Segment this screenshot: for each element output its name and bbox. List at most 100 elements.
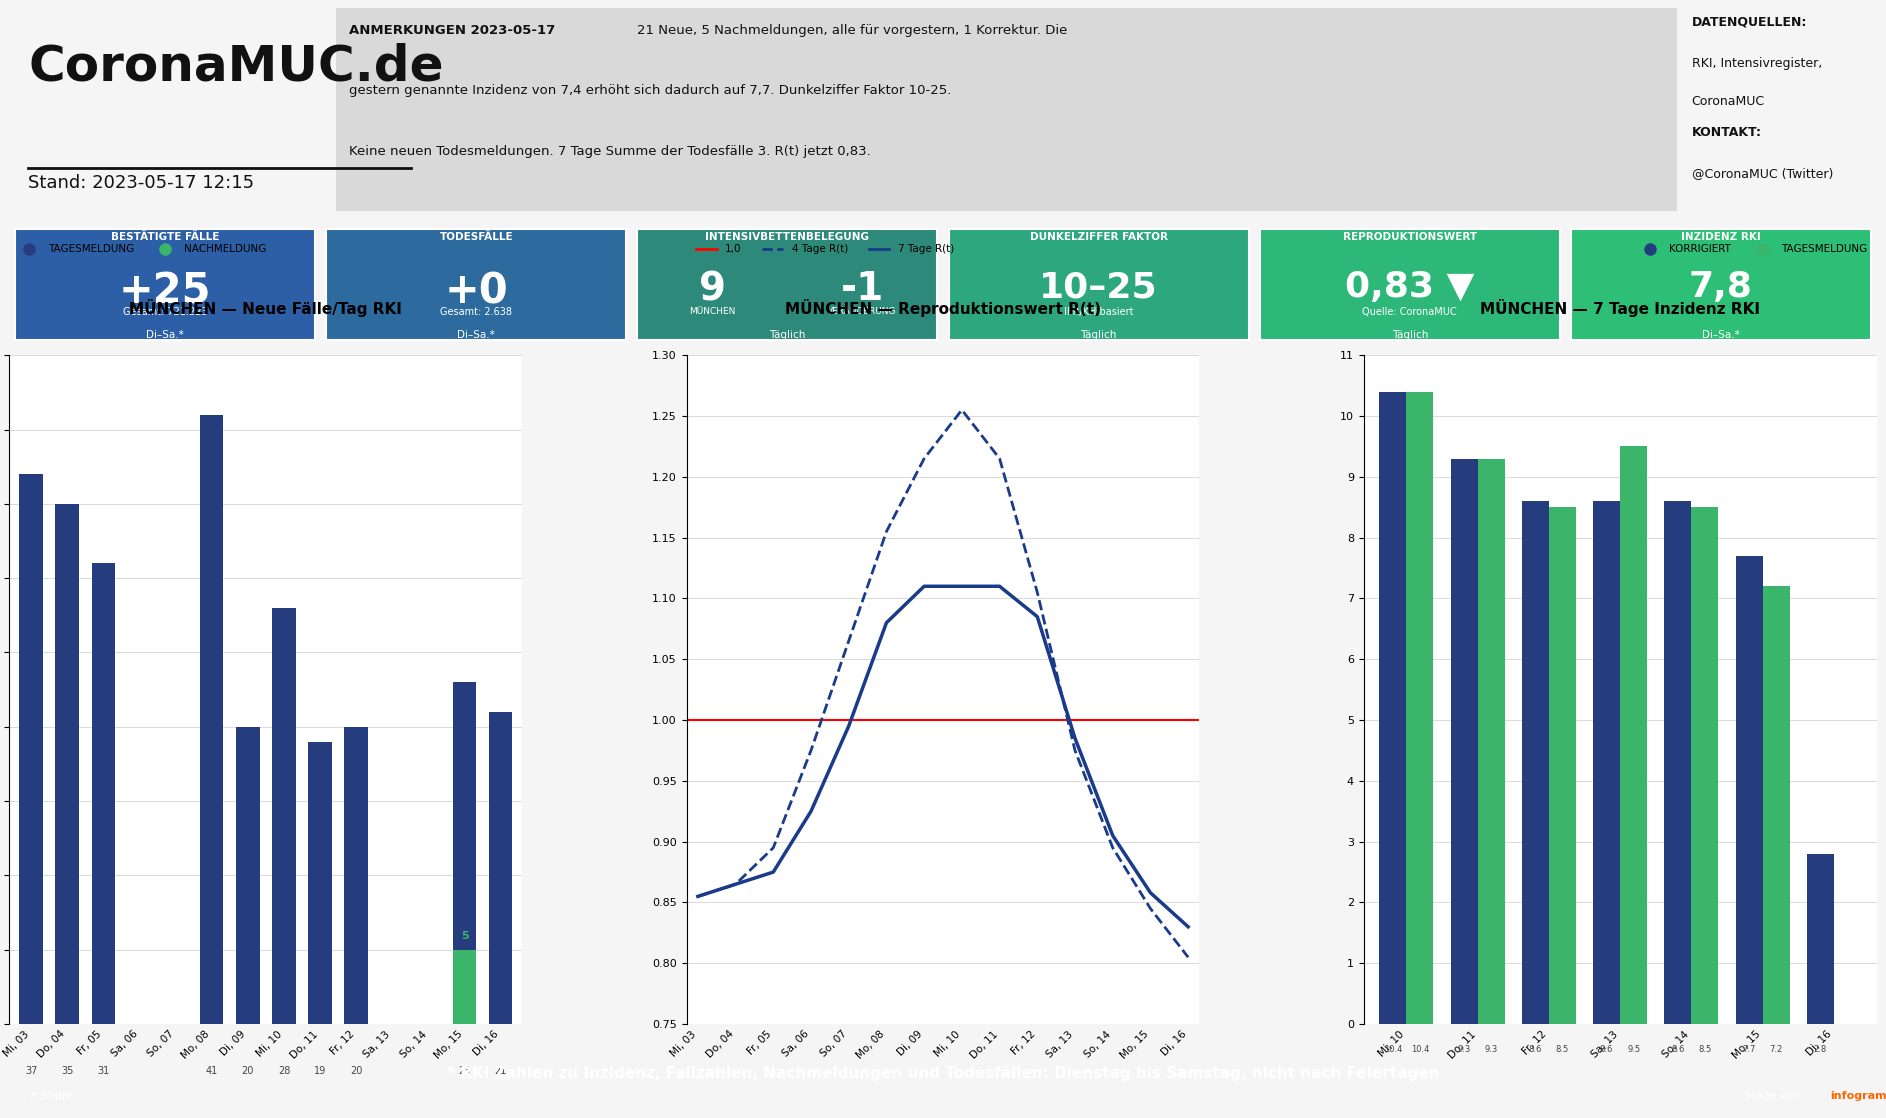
Text: DUNKELZIFFER FAKTOR: DUNKELZIFFER FAKTOR bbox=[1030, 233, 1167, 243]
Text: 19: 19 bbox=[313, 1065, 326, 1076]
Text: 31: 31 bbox=[98, 1065, 109, 1076]
Bar bbox=[307, 741, 332, 1024]
Bar bbox=[453, 950, 477, 1024]
Text: Stand: 2023-05-17 12:15: Stand: 2023-05-17 12:15 bbox=[28, 173, 255, 192]
Bar bbox=[1692, 508, 1718, 1024]
Text: 20: 20 bbox=[351, 1065, 362, 1076]
FancyBboxPatch shape bbox=[15, 229, 315, 340]
Bar bbox=[345, 727, 368, 1024]
Text: INZIDENZ RKI: INZIDENZ RKI bbox=[1680, 233, 1762, 243]
Text: 8.6: 8.6 bbox=[1530, 1045, 1543, 1054]
Text: IFR/KH basiert: IFR/KH basiert bbox=[1064, 307, 1133, 318]
Text: Täglich: Täglich bbox=[1081, 330, 1117, 340]
Title: MÜNCHEN — Reproduktionswert R(t): MÜNCHEN — Reproduktionswert R(t) bbox=[785, 299, 1101, 316]
Text: 8.5: 8.5 bbox=[1697, 1045, 1711, 1054]
Text: 7.7: 7.7 bbox=[1743, 1045, 1756, 1054]
Bar bbox=[92, 563, 115, 1024]
Bar bbox=[236, 727, 260, 1024]
Text: 10.4: 10.4 bbox=[1411, 1045, 1430, 1054]
Text: VERÄNDERUNG: VERÄNDERUNG bbox=[828, 307, 898, 316]
Bar bbox=[488, 712, 513, 1024]
Legend: KORRIGIERT, TAGESMELDUNG: KORRIGIERT, TAGESMELDUNG bbox=[1635, 240, 1871, 258]
FancyBboxPatch shape bbox=[1260, 229, 1560, 340]
Text: infogram: infogram bbox=[1829, 1091, 1886, 1101]
Bar bbox=[1663, 501, 1692, 1024]
FancyBboxPatch shape bbox=[949, 229, 1249, 340]
FancyBboxPatch shape bbox=[326, 229, 626, 340]
Text: Quelle: CoronaMUC: Quelle: CoronaMUC bbox=[1362, 307, 1458, 318]
Text: 10.4: 10.4 bbox=[1384, 1045, 1401, 1054]
Text: DATENQUELLEN:: DATENQUELLEN: bbox=[1692, 16, 1807, 29]
Text: 35: 35 bbox=[60, 1065, 74, 1076]
Text: 9: 9 bbox=[700, 271, 726, 309]
Text: Made with: Made with bbox=[1746, 1091, 1803, 1101]
Bar bbox=[1522, 501, 1548, 1024]
Text: CoronaMUC.de: CoronaMUC.de bbox=[28, 42, 443, 91]
Bar bbox=[1450, 458, 1477, 1024]
Text: BESTÄTIGTE FÄLLE: BESTÄTIGTE FÄLLE bbox=[111, 233, 219, 243]
Text: 8.5: 8.5 bbox=[1556, 1045, 1569, 1054]
Bar bbox=[200, 415, 223, 1024]
FancyBboxPatch shape bbox=[637, 229, 937, 340]
Text: gestern genannte Inzidenz von 7,4 erhöht sich dadurch auf 7,7. Dunkelziffer Fakt: gestern genannte Inzidenz von 7,4 erhöht… bbox=[349, 85, 952, 97]
Text: ANMERKUNGEN 2023-05-17: ANMERKUNGEN 2023-05-17 bbox=[349, 25, 560, 37]
Bar bbox=[453, 682, 477, 1024]
Text: Gesamt: 721.223: Gesamt: 721.223 bbox=[123, 307, 207, 318]
Bar bbox=[1807, 854, 1833, 1024]
Text: +25: +25 bbox=[119, 271, 211, 312]
Bar bbox=[1548, 508, 1577, 1024]
Bar bbox=[1763, 586, 1790, 1024]
Text: 9.5: 9.5 bbox=[1628, 1045, 1641, 1054]
Text: 9.3: 9.3 bbox=[1458, 1045, 1471, 1054]
Text: TODESFÄLLE: TODESFÄLLE bbox=[439, 233, 513, 243]
Text: -1: -1 bbox=[841, 271, 885, 309]
Text: * RKI Zahlen zu Inzidenz, Fallzahlen, Nachmeldungen und Todesfällen: Dienstag bi: * RKI Zahlen zu Inzidenz, Fallzahlen, Na… bbox=[447, 1065, 1439, 1081]
Text: Di–Sa.*: Di–Sa.* bbox=[145, 330, 185, 340]
Text: 21 Neue, 5 Nachmeldungen, alle für vorgestern, 1 Korrektur. Die: 21 Neue, 5 Nachmeldungen, alle für vorge… bbox=[637, 25, 1067, 37]
Legend: TAGESMELDUNG, NACHMELDUNG: TAGESMELDUNG, NACHMELDUNG bbox=[15, 240, 272, 258]
Bar bbox=[55, 504, 79, 1024]
Text: KONTAKT:: KONTAKT: bbox=[1692, 126, 1762, 139]
Text: 2.8: 2.8 bbox=[1814, 1045, 1828, 1054]
Title: MÜNCHEN — Neue Fälle/Tag RKI: MÜNCHEN — Neue Fälle/Tag RKI bbox=[130, 299, 402, 316]
Text: 8.6: 8.6 bbox=[1599, 1045, 1613, 1054]
Text: 10–25: 10–25 bbox=[1039, 271, 1158, 304]
Text: Täglich: Täglich bbox=[1392, 330, 1428, 340]
Text: MÜNCHEN: MÜNCHEN bbox=[690, 307, 736, 316]
Text: ↗ Share: ↗ Share bbox=[28, 1091, 74, 1101]
Bar bbox=[1407, 391, 1433, 1024]
Text: 7.2: 7.2 bbox=[1769, 1045, 1782, 1054]
Text: REPRODUKTIONSWERT: REPRODUKTIONSWERT bbox=[1343, 233, 1477, 243]
Text: INTENSIVBETTENBELEGUNG: INTENSIVBETTENBELEGUNG bbox=[705, 233, 869, 243]
Text: 23: 23 bbox=[458, 1065, 472, 1076]
Text: 21: 21 bbox=[494, 1065, 507, 1076]
Text: 7,8: 7,8 bbox=[1690, 271, 1752, 304]
Text: Di–Sa.*: Di–Sa.* bbox=[456, 330, 496, 340]
Text: 41: 41 bbox=[206, 1065, 219, 1076]
Text: Täglich: Täglich bbox=[769, 330, 805, 340]
FancyBboxPatch shape bbox=[336, 8, 1677, 211]
Title: MÜNCHEN — 7 Tage Inzidenz RKI: MÜNCHEN — 7 Tage Inzidenz RKI bbox=[1481, 299, 1760, 316]
Text: CoronaMUC: CoronaMUC bbox=[1692, 95, 1765, 107]
Text: 28: 28 bbox=[277, 1065, 290, 1076]
Text: +0: +0 bbox=[445, 271, 507, 312]
Text: Gesamt: 2.638: Gesamt: 2.638 bbox=[439, 307, 513, 318]
Bar bbox=[1620, 446, 1646, 1024]
Text: 20: 20 bbox=[241, 1065, 255, 1076]
Text: Keine neuen Todesmeldungen. 7 Tage Summe der Todesfälle 3. R(t) jetzt 0,83.: Keine neuen Todesmeldungen. 7 Tage Summe… bbox=[349, 144, 871, 158]
Text: 0,83 ▼: 0,83 ▼ bbox=[1345, 271, 1475, 304]
Legend: 1,0, 4 Tage R(t), 7 Tage R(t): 1,0, 4 Tage R(t), 7 Tage R(t) bbox=[692, 240, 958, 258]
Text: 5: 5 bbox=[460, 931, 468, 941]
FancyBboxPatch shape bbox=[1571, 229, 1871, 340]
Text: 8.6: 8.6 bbox=[1671, 1045, 1684, 1054]
Bar bbox=[1735, 556, 1763, 1024]
Bar bbox=[1477, 458, 1505, 1024]
Bar bbox=[1379, 391, 1407, 1024]
Bar bbox=[272, 608, 296, 1024]
Text: RKI, Intensivregister,: RKI, Intensivregister, bbox=[1692, 57, 1822, 70]
Bar bbox=[1594, 501, 1620, 1024]
Text: @CoronaMUC (Twitter): @CoronaMUC (Twitter) bbox=[1692, 168, 1833, 180]
Text: Di–Sa.*: Di–Sa.* bbox=[1701, 330, 1741, 340]
Text: 37: 37 bbox=[25, 1065, 38, 1076]
Bar bbox=[19, 474, 43, 1024]
